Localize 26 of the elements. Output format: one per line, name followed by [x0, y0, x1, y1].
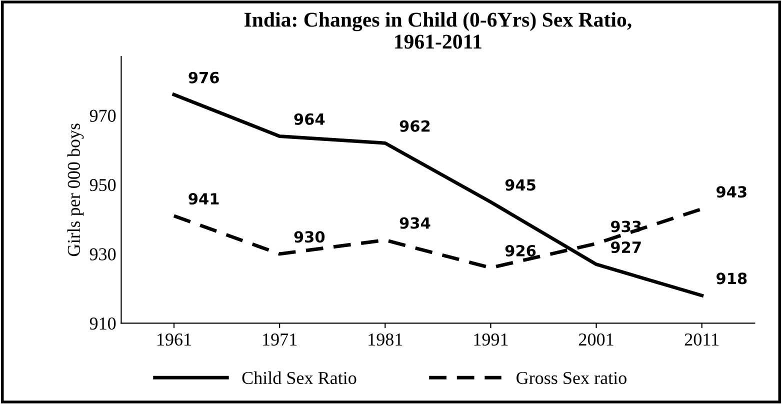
y-tick-label: 910	[90, 317, 116, 330]
x-tick-label: 1981	[368, 333, 402, 346]
x-tick-label: 2001	[579, 333, 614, 346]
data-label: 964	[294, 113, 325, 125]
legend-label: Child Sex Ratio	[242, 371, 356, 384]
x-tick-label: 1991	[474, 333, 508, 346]
y-tick-label: 950	[90, 178, 116, 192]
y-axis-title: Girls per 000 boys	[67, 124, 84, 256]
x-tick-label: 2011	[684, 333, 718, 346]
line-series	[172, 92, 704, 298]
chart-title: India: Changes in Child (0-6Yrs) Sex Ratio, 1961-2011	[244, 12, 632, 49]
data-label: 976	[188, 72, 219, 84]
y-tick-label: 970	[90, 110, 116, 122]
legend-label: Gross Sex ratio	[516, 372, 626, 384]
data-label: 943	[716, 186, 746, 198]
y-tick-label: 930	[90, 248, 116, 260]
data-label: 918	[716, 272, 747, 284]
data-label: 930	[294, 231, 325, 243]
data-label: 945	[505, 179, 536, 191]
data-label: 934	[400, 217, 430, 229]
x-tick-label: 1971	[263, 333, 297, 346]
x-tick-label: 1961	[158, 333, 191, 346]
data-label: 941	[188, 193, 219, 205]
data-label: 962	[400, 120, 430, 132]
data-label: 927	[610, 241, 641, 254]
data-label: 926	[505, 244, 536, 256]
